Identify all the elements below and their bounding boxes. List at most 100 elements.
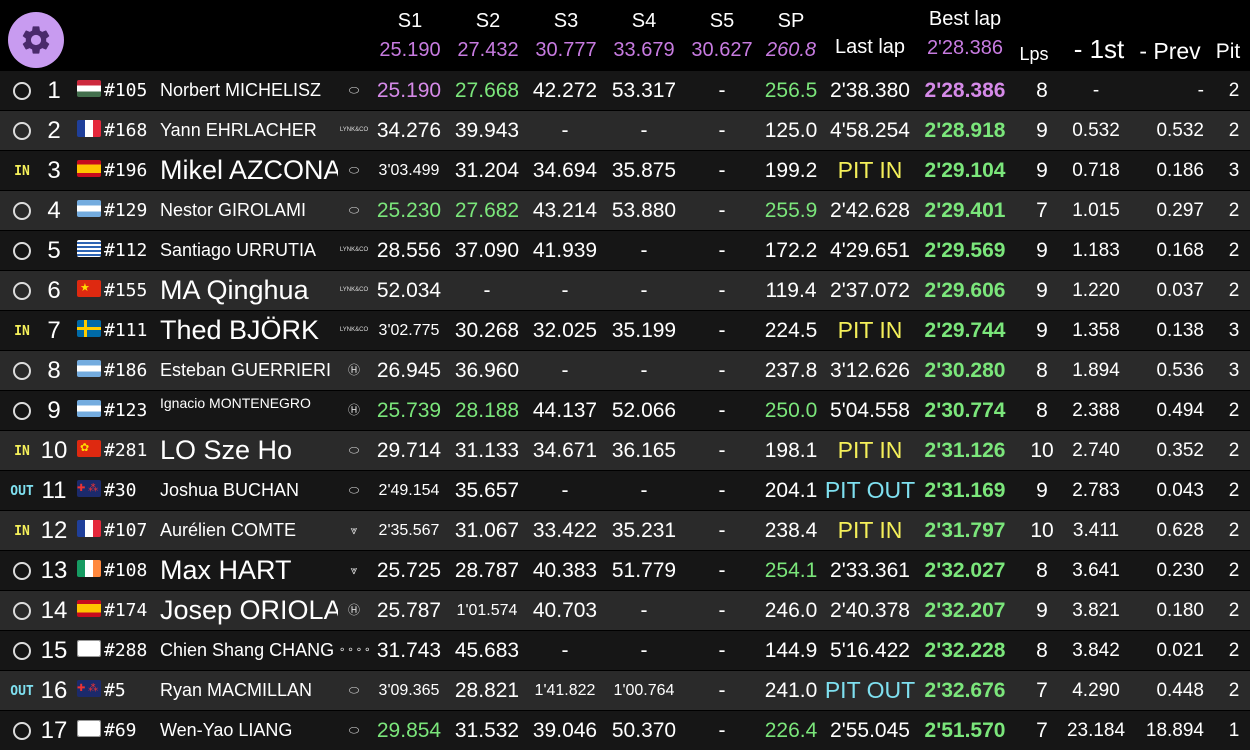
table-row[interactable]: 6 ★ #155 MA Qinghua LYNK&CO 52.034 - - - - 119.4 2'… bbox=[0, 270, 1250, 310]
s1-label: S1 bbox=[397, 10, 423, 32]
best-lap-time: 2'29.104 bbox=[924, 159, 1006, 182]
sector-s4-time: 53.880 bbox=[611, 199, 677, 222]
sector-s4-time: - bbox=[640, 639, 648, 662]
sector-s5-time: - bbox=[718, 79, 726, 102]
sector-s1-time: 29.714 bbox=[376, 439, 442, 462]
best-lap-time: 2'31.126 bbox=[924, 439, 1006, 462]
table-row[interactable]: OUT 11 ✚ ⁂ #30 Joshua BUCHAN ⬭ 2'49.154 35.657 -… bbox=[0, 470, 1250, 510]
sector-s1-time: 25.725 bbox=[376, 559, 442, 582]
gap-prev-label: - Prev bbox=[1139, 38, 1201, 64]
flag-chn-icon: ★ bbox=[77, 280, 101, 297]
sector-s4-time: 35.199 bbox=[611, 319, 677, 342]
laps-label: Lps bbox=[1019, 44, 1049, 64]
car-number: #5 bbox=[104, 680, 126, 701]
table-row[interactable]: 4 #129 Nestor GIROLAMI ⬭ 25.230 27.682 43.214 5… bbox=[0, 190, 1250, 230]
sector-s5-time: - bbox=[718, 239, 726, 262]
flag-uru-icon bbox=[77, 240, 101, 257]
position: 14 bbox=[40, 597, 68, 624]
table-row[interactable]: IN 12 #107 Aurélien COMTE ⩔ 2'35.567 31.067 33.… bbox=[0, 510, 1250, 550]
sector-s2-time: 28.787 bbox=[454, 559, 520, 582]
last-lap-time: 4'58.254 bbox=[830, 119, 910, 142]
speed-trap: 250.0 bbox=[764, 399, 818, 422]
sector-s3-time: 33.422 bbox=[532, 519, 598, 542]
table-row[interactable]: 5 #112 Santiago URRUTIA LYNK&CO 28.556 37.090… bbox=[0, 230, 1250, 270]
laps-count: 9 bbox=[1036, 479, 1048, 502]
gap-to-prev: 0.536 bbox=[1156, 360, 1204, 381]
table-row[interactable]: IN 10 ✿ #281 LO Sze Ho ⬭ 29.714 31.133 34.671 36.… bbox=[0, 430, 1250, 470]
brand-hyundai-icon: ⬭ bbox=[348, 723, 360, 737]
status-tag: IN bbox=[14, 164, 30, 179]
driver-name: Josep ORIOLA bbox=[160, 595, 338, 625]
table-row[interactable]: 17 #69 Wen-Yao LIANG ⬭ 29.854 31.532 39.046 50.… bbox=[0, 710, 1250, 750]
gap-first-header: - 1st bbox=[1066, 34, 1132, 65]
table-row[interactable]: 9 #123 Ignacio MONTENEGRO Ⓗ 25.739 28.188 44.1… bbox=[0, 390, 1250, 430]
best-lap-time: 2'28.918 bbox=[924, 119, 1006, 142]
speed-trap: 255.9 bbox=[764, 199, 818, 222]
sector-s2-time: 27.668 bbox=[454, 79, 520, 102]
pit-count: 1 bbox=[1228, 720, 1240, 741]
sector-s1-time: 52.034 bbox=[376, 279, 442, 302]
brand-lynkco-icon: LYNK&CO bbox=[339, 287, 369, 293]
sector-s4-time: 36.165 bbox=[611, 439, 677, 462]
sector-s1-time: 29.854 bbox=[376, 719, 442, 742]
gap-to-prev: - bbox=[1197, 80, 1204, 101]
sector-s5-time: - bbox=[718, 679, 726, 702]
gap-to-first: 0.532 bbox=[1072, 120, 1120, 141]
best-lap-time: 2'29.401 bbox=[924, 199, 1006, 222]
status-indicator bbox=[8, 231, 36, 270]
gap-to-prev: 0.180 bbox=[1156, 600, 1204, 621]
brand-cupra-icon: ⩔ bbox=[350, 523, 358, 537]
brand-hyundai-icon: ⬭ bbox=[348, 83, 360, 97]
car-number: #105 bbox=[104, 80, 148, 101]
settings-button[interactable] bbox=[8, 12, 64, 68]
table-row[interactable]: 13 #108 Max HART ⩔ 25.725 28.787 40.383 51.779 -… bbox=[0, 550, 1250, 590]
gap-to-prev: 0.297 bbox=[1156, 200, 1204, 221]
driver-name: Santiago URRUTIA bbox=[160, 240, 317, 260]
brand-hyundai-icon: ⬭ bbox=[348, 483, 360, 497]
table-row[interactable]: 14 #174 Josep ORIOLA Ⓗ 25.787 1'01.574 40.703 -… bbox=[0, 590, 1250, 630]
car-number: #155 bbox=[104, 280, 148, 301]
car-number: #281 bbox=[104, 440, 148, 461]
sector-s1-time: 34.276 bbox=[376, 119, 442, 142]
sector-s4-time: 35.875 bbox=[611, 159, 677, 182]
status-ring-icon bbox=[13, 641, 31, 660]
flag-irl-icon bbox=[77, 560, 101, 577]
flag-tpe-icon bbox=[77, 640, 101, 657]
car-number: #108 bbox=[104, 560, 148, 581]
table-row[interactable]: 8 #186 Esteban GUERRIERI Ⓗ 26.945 36.960 - - - 23… bbox=[0, 350, 1250, 390]
table-row[interactable]: 1 #105 Norbert MICHELISZ ⬭ 25.190 27.668 42.27… bbox=[0, 70, 1250, 110]
sector-s2-time: 31.133 bbox=[454, 439, 520, 462]
car-number: #69 bbox=[104, 720, 137, 741]
speed-trap: 204.1 bbox=[764, 479, 818, 502]
sector-s1-time: 3'09.365 bbox=[378, 682, 440, 699]
table-row[interactable]: OUT 16 ✚ ⁂ #5 Ryan MACMILLAN ⬭ 3'09.365 28.821 1… bbox=[0, 670, 1250, 710]
s3-label: S3 bbox=[553, 10, 579, 32]
table-row[interactable]: 2 #168 Yann EHRLACHER LYNK&CO 34.276 39.943 - -… bbox=[0, 110, 1250, 150]
speed-trap: 199.2 bbox=[764, 159, 818, 182]
laps-count: 9 bbox=[1036, 239, 1048, 262]
position: 9 bbox=[47, 397, 61, 424]
table-row[interactable]: 15 #288 Chien Shang CHANG ⚬⚬⚬⚬ 31.743 45.683 -… bbox=[0, 630, 1250, 670]
sector-s1-time: 2'35.567 bbox=[378, 522, 440, 539]
s5-header: S5 30.627 bbox=[684, 10, 760, 62]
best-lap-time: 2'32.676 bbox=[924, 679, 1006, 702]
status-ring-icon bbox=[13, 241, 31, 260]
status-tag: OUT bbox=[10, 484, 34, 499]
sector-s1-time: 26.945 bbox=[376, 359, 442, 382]
status-indicator bbox=[8, 711, 36, 750]
gap-to-first: 2.388 bbox=[1072, 400, 1120, 421]
sector-s3-time: - bbox=[561, 279, 569, 302]
pit-count: 3 bbox=[1228, 360, 1240, 381]
sector-s2-time: 28.188 bbox=[454, 399, 520, 422]
laps-count: 8 bbox=[1036, 639, 1048, 662]
sector-s4-time: - bbox=[640, 599, 648, 622]
sector-s2-time: 27.682 bbox=[454, 199, 520, 222]
sector-s2-time: 1'01.574 bbox=[456, 602, 518, 619]
sector-s4-time: 53.317 bbox=[611, 79, 677, 102]
sector-s4-time: 50.370 bbox=[611, 719, 677, 742]
table-row[interactable]: IN 7 #111 Thed BJÖRK LYNK&CO 3'02.775 30.268 32… bbox=[0, 310, 1250, 350]
driver-name: Ryan MACMILLAN bbox=[160, 680, 313, 700]
sector-s5-time: - bbox=[718, 559, 726, 582]
sector-s5-time: - bbox=[718, 719, 726, 742]
table-row[interactable]: IN 3 #196 Mikel AZCONA ⬭ 3'03.499 31.204 34.694… bbox=[0, 150, 1250, 190]
